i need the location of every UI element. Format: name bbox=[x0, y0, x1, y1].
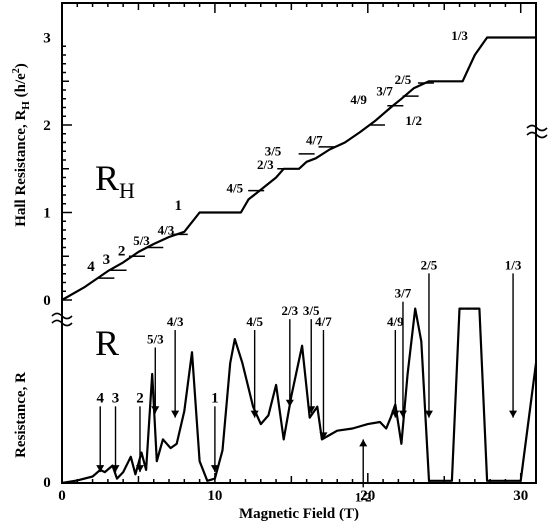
arrow-head bbox=[391, 410, 400, 418]
x-tick-label: 10 bbox=[207, 488, 222, 504]
resistance-axis-title: Resistance, R bbox=[13, 372, 29, 458]
x-axis-ticks: 0 10 20 30 bbox=[58, 3, 528, 504]
hall-plateau-label: 1/2 bbox=[405, 113, 422, 128]
arrow-head bbox=[210, 465, 219, 473]
arrow-label: 4/3 bbox=[167, 314, 184, 329]
arrow-head bbox=[359, 439, 368, 447]
hall-axis-title: Hall Resistance, RH (h/e2) bbox=[11, 63, 32, 227]
arrow-head bbox=[307, 406, 316, 414]
hall-plateau-label: 2/3 bbox=[257, 157, 274, 172]
plot-frame bbox=[61, 2, 537, 484]
longitudinal-resistance-curve bbox=[61, 307, 538, 485]
r-zero-tick-label: 0 bbox=[43, 475, 51, 491]
hall-plateau-label: 5/3 bbox=[133, 233, 150, 248]
x-axis-title: Magnetic Field (T) bbox=[239, 506, 359, 522]
hall-plateau-label: 4 bbox=[87, 259, 95, 275]
arrow-label: 2/3 bbox=[282, 303, 299, 318]
arrow-head bbox=[96, 465, 105, 473]
hall-plateau-label: 3 bbox=[103, 252, 111, 268]
arrow-head bbox=[250, 410, 259, 418]
arrow-label: 2 bbox=[136, 390, 144, 406]
arrow-head bbox=[135, 465, 144, 473]
arrow-label: 2/5 bbox=[421, 257, 438, 272]
arrow-label: 4/7 bbox=[315, 314, 332, 329]
hall-plateau-label: 4/5 bbox=[226, 180, 243, 195]
arrow-label: 4/5 bbox=[246, 314, 263, 329]
arrow-head bbox=[319, 432, 328, 440]
x-tick-label: 20 bbox=[360, 488, 375, 504]
right-axis-break-mark bbox=[526, 124, 548, 139]
arrow-label: 3 bbox=[112, 390, 120, 406]
arrow-label: 5/3 bbox=[147, 331, 164, 346]
hall-plateau-label: 1 bbox=[174, 198, 182, 214]
arrow-label: 3/5 bbox=[303, 303, 320, 318]
hall-plateau-label: 3/7 bbox=[376, 83, 393, 98]
y-tick-label: 2 bbox=[43, 118, 51, 134]
y-tick-label: 3 bbox=[43, 31, 51, 47]
arrow-head bbox=[398, 410, 407, 418]
hall-plateau-dashes bbox=[98, 82, 434, 279]
hall-plateau-label: 4/9 bbox=[350, 92, 367, 107]
arrow-head bbox=[111, 465, 120, 473]
arrow-head bbox=[151, 406, 160, 414]
arrow-head bbox=[171, 410, 180, 418]
resistance-minimum-arrows: 4 3 2 5/34/3 1 4/5 2/3 3/54/7 4/9 3/7 2/5 1/3 1/2 bbox=[96, 257, 522, 504]
y-tick-label: 0 bbox=[43, 293, 51, 309]
hall-plateau-label: 4/7 bbox=[306, 132, 323, 147]
arrow-head bbox=[424, 410, 433, 418]
arrow-label: 1 bbox=[211, 390, 219, 406]
hall-plateau-label: 1/3 bbox=[451, 28, 468, 43]
hall-plateau-label: 2/5 bbox=[395, 72, 412, 87]
arrow-label: 4/9 bbox=[387, 314, 404, 329]
x-tick-label: 30 bbox=[513, 488, 528, 504]
arrow-label: 4 bbox=[96, 390, 104, 406]
left-axis-break-mark bbox=[51, 312, 73, 327]
arrow-head bbox=[509, 410, 518, 418]
hall-plateau-labels: 4 325/34/314/52/33/54/74/93/72/51/21/3 bbox=[87, 28, 468, 275]
arrow-label: 1/3 bbox=[505, 257, 522, 272]
x-tick-label: 0 bbox=[58, 488, 66, 504]
r-curve-label: R bbox=[95, 323, 119, 363]
hall-resistance-curve bbox=[61, 36, 536, 301]
hall-plateau-label: 3/5 bbox=[265, 144, 282, 159]
rh-curve-label: RH bbox=[95, 158, 135, 203]
hall-plateau-label: 2 bbox=[118, 243, 126, 259]
hall-plateau-label: 4/3 bbox=[158, 222, 175, 237]
arrow-label: 3/7 bbox=[395, 286, 412, 301]
arrow-label: 1/2 bbox=[355, 489, 372, 504]
arrow-head bbox=[285, 399, 294, 407]
y-tick-label: 1 bbox=[43, 206, 51, 222]
y-axis-ticks: 0 1 2 3 0 bbox=[43, 31, 72, 491]
